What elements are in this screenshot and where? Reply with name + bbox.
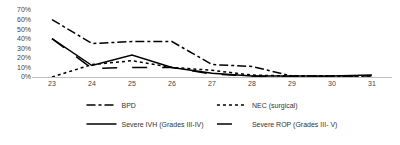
svg-text:28: 28 <box>248 80 256 87</box>
svg-text:NEC (surgical): NEC (surgical) <box>252 102 298 110</box>
svg-text:Severe ROP (Grades III- V): Severe ROP (Grades III- V) <box>252 121 337 129</box>
svg-text:40%: 40% <box>17 35 31 42</box>
svg-text:26: 26 <box>168 80 176 87</box>
svg-text:24: 24 <box>88 80 96 87</box>
svg-text:29: 29 <box>288 80 296 87</box>
svg-text:70%: 70% <box>17 6 31 13</box>
svg-text:20%: 20% <box>17 54 31 61</box>
svg-text:30%: 30% <box>17 45 31 52</box>
svg-text:0%: 0% <box>21 73 31 80</box>
svg-text:60%: 60% <box>17 16 31 23</box>
svg-text:27: 27 <box>208 80 216 87</box>
svg-text:31: 31 <box>368 80 376 87</box>
svg-text:30: 30 <box>328 80 336 87</box>
svg-text:10%: 10% <box>17 64 31 71</box>
svg-text:25: 25 <box>128 80 136 87</box>
svg-text:Severe IVH (Grades III-IV): Severe IVH (Grades III-IV) <box>122 121 204 129</box>
svg-text:BPD: BPD <box>122 102 136 109</box>
svg-text:23: 23 <box>48 80 56 87</box>
svg-text:50%: 50% <box>17 26 31 33</box>
